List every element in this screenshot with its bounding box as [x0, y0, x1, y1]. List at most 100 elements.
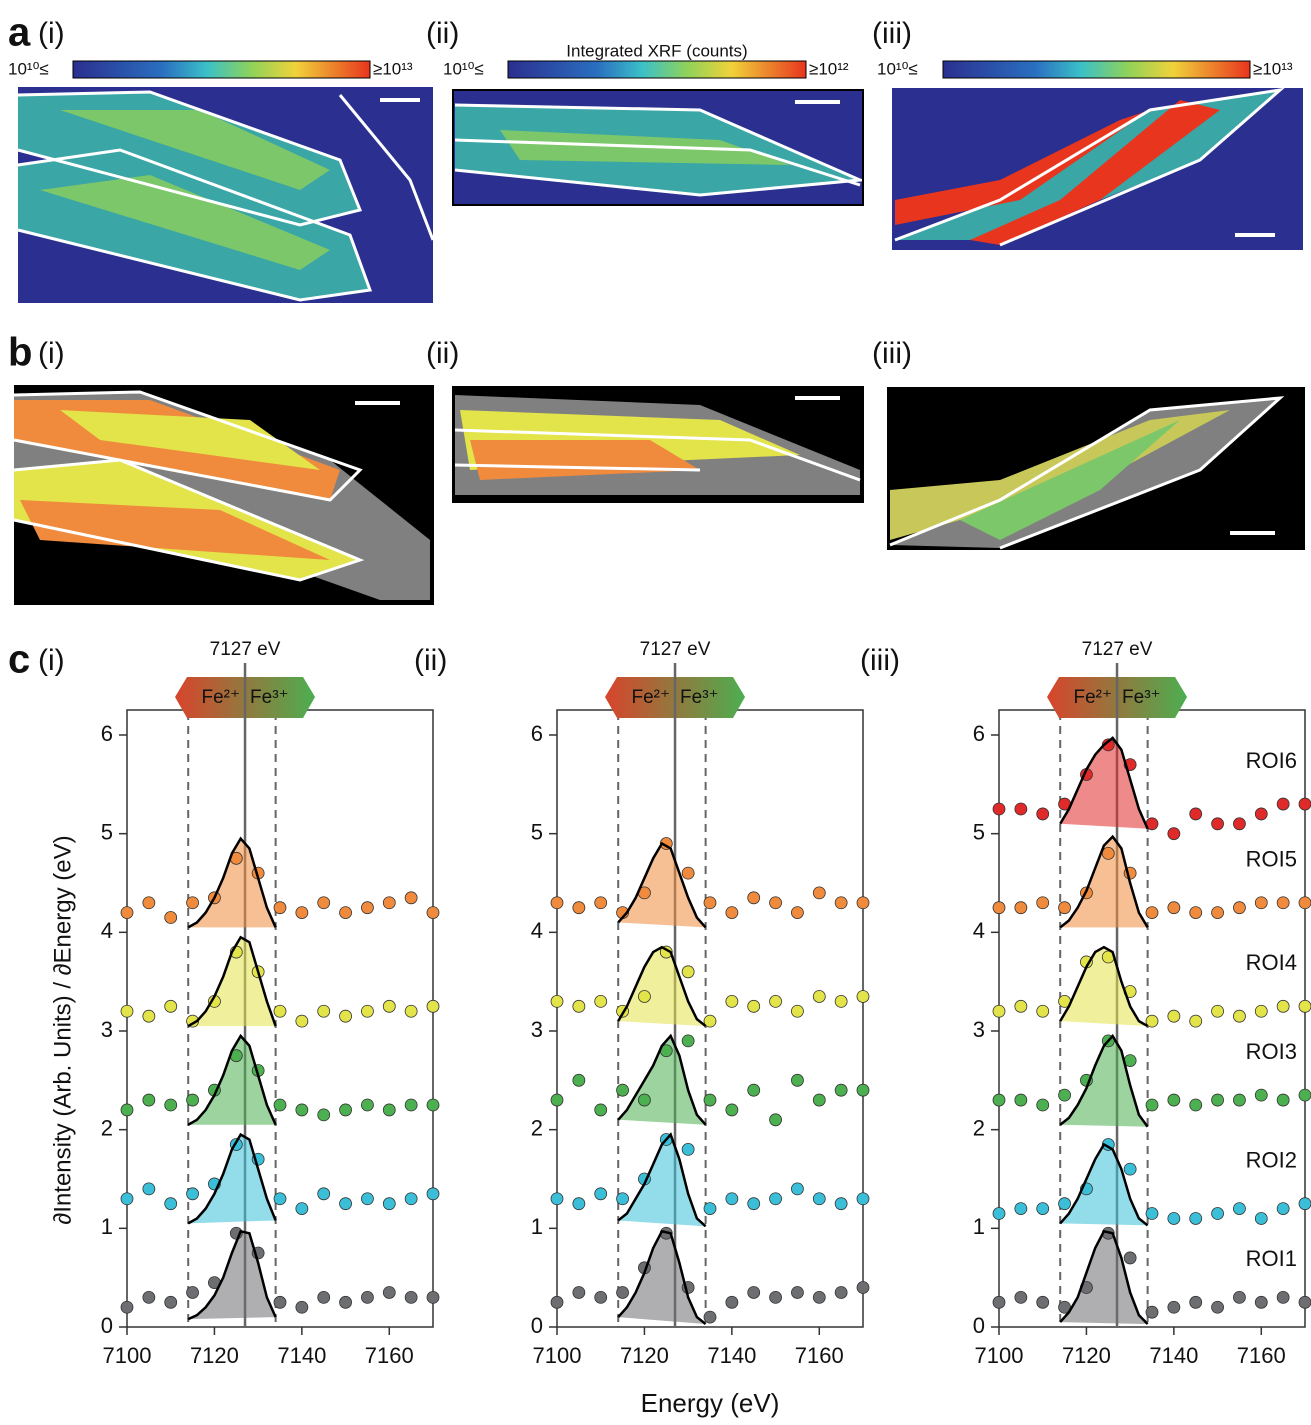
data-point	[1058, 1197, 1071, 1211]
data-point	[295, 906, 309, 919]
data-point	[273, 1192, 287, 1206]
data-point	[1276, 797, 1290, 811]
data-point	[812, 886, 826, 900]
xrf-map	[452, 89, 866, 206]
data-point	[1123, 1162, 1137, 1176]
data-point	[164, 1295, 178, 1309]
x-tick-label: 7100	[533, 1343, 582, 1368]
data-point	[339, 1197, 352, 1211]
y-tick-label: 6	[101, 721, 113, 746]
data-point	[992, 1207, 1006, 1220]
data-point	[1036, 1202, 1050, 1215]
x-tick-label: 7120	[1062, 1343, 1111, 1368]
data-point	[273, 901, 287, 915]
x-tick-label: 7100	[975, 1343, 1024, 1368]
data-point	[681, 965, 695, 979]
data-point	[317, 896, 331, 910]
data-point	[1189, 807, 1203, 821]
data-point	[120, 1300, 134, 1314]
data-point	[616, 1286, 629, 1299]
data-point	[317, 1004, 331, 1018]
data-point	[550, 995, 564, 1008]
data-point	[747, 999, 761, 1013]
data-point	[317, 1187, 331, 1201]
x-tick-label: 7160	[1237, 1343, 1286, 1368]
data-point	[834, 896, 848, 910]
x-tick-label: 7140	[707, 1343, 756, 1368]
sub-label: (i)	[38, 644, 65, 677]
data-point	[1233, 1291, 1246, 1304]
y-tick-label: 5	[101, 819, 113, 844]
data-point	[1211, 1004, 1224, 1018]
data-point	[142, 1093, 156, 1107]
y-tick-label: 3	[531, 1017, 543, 1042]
data-point	[594, 1291, 608, 1304]
data-point	[703, 1310, 717, 1324]
data-point	[834, 995, 848, 1008]
data-point	[1145, 1014, 1159, 1028]
data-point	[834, 1197, 848, 1211]
cluster-map	[13, 385, 434, 605]
colorbar-max: ≥10¹³	[373, 59, 413, 78]
data-point	[1254, 807, 1268, 821]
data-point	[1298, 896, 1311, 910]
data-point	[992, 1295, 1006, 1309]
data-point	[1145, 906, 1159, 919]
data-point	[769, 896, 782, 910]
y-tick-label: 4	[973, 918, 985, 943]
data-point	[1014, 1093, 1028, 1107]
data-point	[1276, 999, 1290, 1013]
data-point	[361, 1004, 374, 1018]
data-point	[120, 1192, 134, 1206]
data-point	[681, 866, 695, 880]
fit-line	[617, 1132, 707, 1228]
data-point	[681, 1143, 695, 1156]
fit-area	[1060, 836, 1148, 928]
data-point	[382, 1286, 396, 1299]
data-point	[1211, 1300, 1224, 1314]
x-tick-label: 7120	[190, 1343, 239, 1368]
data-point	[703, 1014, 717, 1028]
data-point	[1036, 896, 1050, 910]
data-point	[1123, 1251, 1137, 1265]
fit-line	[1059, 1033, 1149, 1128]
data-point	[856, 1281, 870, 1294]
data-point	[992, 901, 1006, 915]
y-tick-label: 0	[531, 1313, 543, 1338]
fit-line	[187, 935, 277, 1028]
panel-label: a	[8, 11, 31, 55]
data-point	[1036, 1098, 1050, 1112]
data-point	[382, 1103, 396, 1117]
data-point	[747, 1197, 761, 1211]
data-point	[769, 1192, 782, 1206]
data-point	[164, 999, 178, 1013]
panel-label: b	[8, 331, 32, 375]
sub-label: (ii)	[426, 337, 459, 370]
fe-label: Fe³⁺	[680, 687, 719, 708]
sub-label: (i)	[38, 337, 65, 370]
data-point	[426, 999, 440, 1013]
data-point	[747, 1286, 761, 1299]
data-point	[404, 1004, 418, 1018]
data-point	[295, 1014, 309, 1028]
data-point	[1254, 1004, 1268, 1018]
data-point	[1167, 1009, 1181, 1023]
data-point	[120, 1103, 134, 1117]
data-point	[1276, 1093, 1290, 1107]
data-point	[1233, 1009, 1246, 1023]
data-point	[1211, 1207, 1224, 1220]
legend-label: ROI3	[1246, 1039, 1297, 1064]
y-axis-label: ∂Intensity (Arb. Units) / ∂Energy (eV)	[49, 835, 76, 1224]
data-point	[703, 1093, 717, 1107]
data-point	[142, 1009, 156, 1023]
x-tick-label: 7160	[365, 1343, 414, 1368]
data-point	[1298, 1088, 1311, 1102]
data-point	[142, 896, 156, 910]
fit-area	[618, 843, 706, 928]
data-point	[681, 1034, 695, 1048]
data-point	[1145, 1098, 1159, 1112]
data-point	[812, 990, 826, 1003]
data-point	[186, 1187, 199, 1201]
fe-label: Fe³⁺	[1122, 687, 1161, 708]
